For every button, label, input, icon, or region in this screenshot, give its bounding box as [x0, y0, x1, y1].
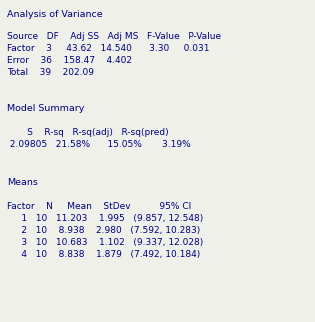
- Text: 1   10   11.203    1.995   (9.857, 12.548): 1 10 11.203 1.995 (9.857, 12.548): [7, 214, 203, 223]
- Text: Analysis of Variance: Analysis of Variance: [7, 10, 103, 19]
- Text: Factor    3     43.62   14.540      3.30     0.031: Factor 3 43.62 14.540 3.30 0.031: [7, 44, 209, 53]
- Text: 3   10   10.683    1.102   (9.337, 12.028): 3 10 10.683 1.102 (9.337, 12.028): [7, 238, 203, 247]
- Text: Model Summary: Model Summary: [7, 104, 84, 113]
- Text: Source   DF    Adj SS   Adj MS   F-Value   P-Value: Source DF Adj SS Adj MS F-Value P-Value: [7, 32, 221, 41]
- Text: 2   10    8.938    2.980   (7.592, 10.283): 2 10 8.938 2.980 (7.592, 10.283): [7, 226, 200, 235]
- Text: Means: Means: [7, 178, 38, 187]
- Text: Factor    N     Mean    StDev          95% CI: Factor N Mean StDev 95% CI: [7, 202, 191, 211]
- Text: Error    36    158.47    4.402: Error 36 158.47 4.402: [7, 56, 132, 65]
- Text: 4   10    8.838    1.879   (7.492, 10.184): 4 10 8.838 1.879 (7.492, 10.184): [7, 250, 200, 259]
- Text: S    R-sq   R-sq(adj)   R-sq(pred): S R-sq R-sq(adj) R-sq(pred): [7, 128, 169, 137]
- Text: Total    39    202.09: Total 39 202.09: [7, 68, 94, 77]
- Text: 2.09805   21.58%      15.05%       3.19%: 2.09805 21.58% 15.05% 3.19%: [7, 140, 191, 149]
